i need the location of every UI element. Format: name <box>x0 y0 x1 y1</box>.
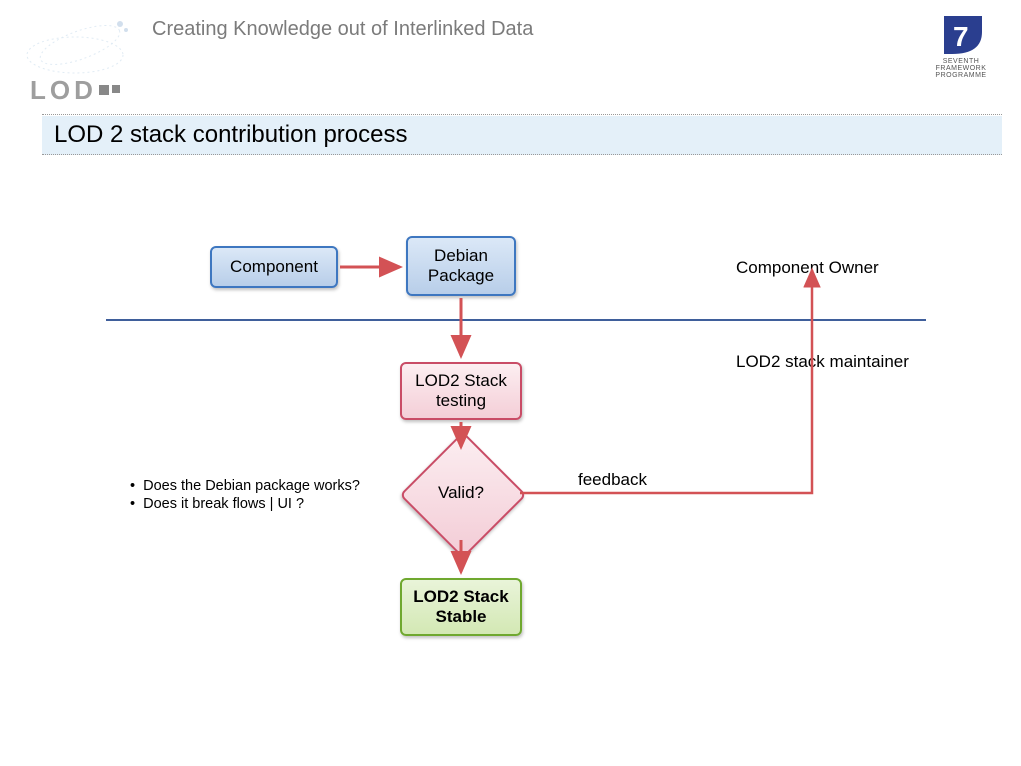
swimlane-divider <box>106 318 926 322</box>
flowchart: Component Owner LOD2 stack maintainer Co… <box>0 0 1021 766</box>
lane-label-maintainer: LOD2 stack maintainer <box>736 352 909 372</box>
node-valid-label: Valid? <box>418 450 504 536</box>
node-lod2-testing: LOD2 Stacktesting <box>400 362 522 420</box>
lane-label-owner: Component Owner <box>736 258 879 278</box>
criteria-bullets: • Does the Debian package works?• Does i… <box>130 478 360 514</box>
edge-label-feedback: feedback <box>578 470 647 490</box>
node-debian-package: DebianPackage <box>406 236 516 296</box>
node-component: Component <box>210 246 338 288</box>
node-valid-decision: Valid? <box>418 450 508 540</box>
node-lod2-stable: LOD2 StackStable <box>400 578 522 636</box>
